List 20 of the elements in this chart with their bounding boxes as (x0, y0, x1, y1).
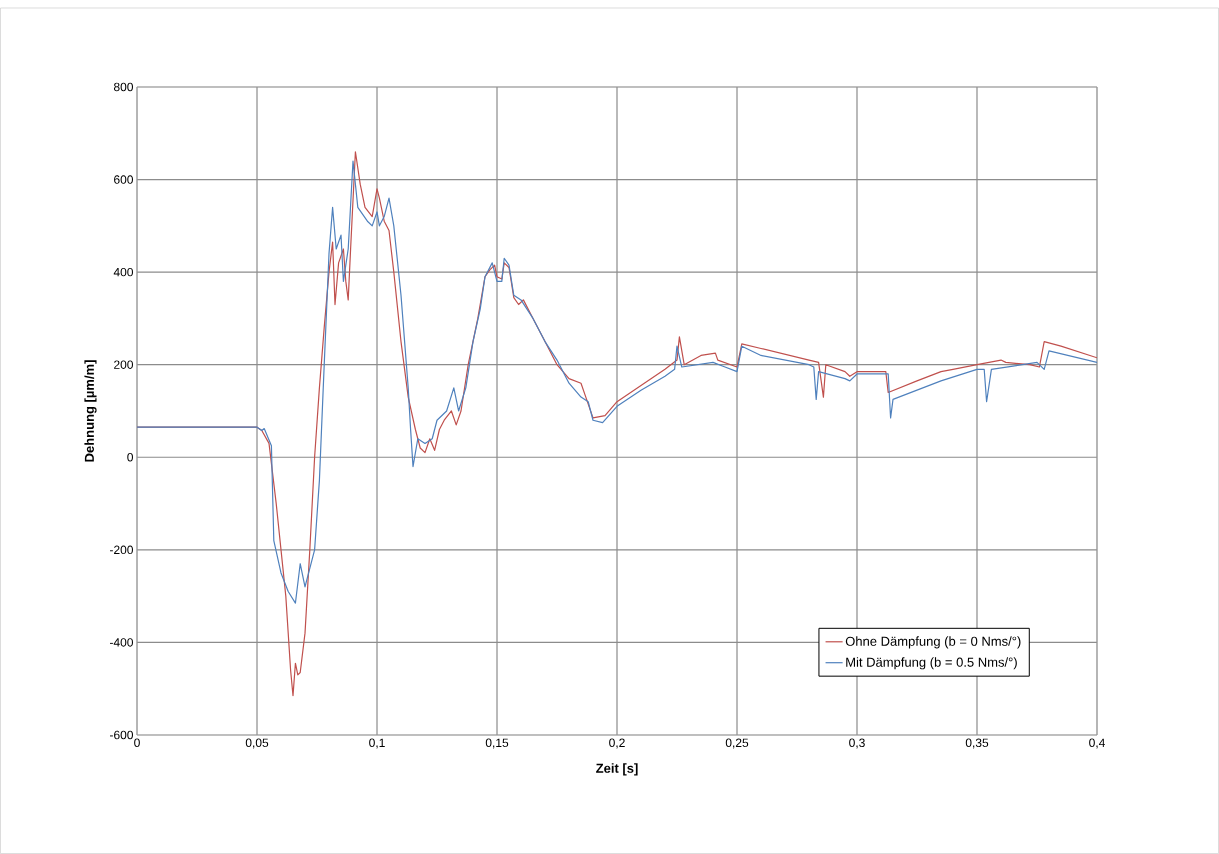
x-tick-label: 0,3 (849, 738, 865, 749)
y-tick-label: 800 (113, 82, 134, 92)
y-tick-label: 400 (113, 267, 134, 277)
y-tick-label: 0 (127, 453, 134, 462)
x-tick-label: 0,35 (965, 738, 989, 749)
legend-label: Ohne Dämpfung (b = 0 Nms/°) (845, 636, 1021, 649)
y-tick-label: -400 (109, 638, 134, 647)
x-tick-label: 0,15 (485, 738, 509, 749)
y-tick-label: -600 (109, 730, 134, 740)
legend-label: Mit Dämpfung (b = 0.5 Nms/°) (846, 657, 1017, 670)
x-tick-label: 0,1 (369, 738, 385, 749)
x-tick-label: 0,4 (1089, 738, 1105, 749)
x-tick-label: 0,25 (725, 738, 749, 749)
y-tick-label: -200 (109, 545, 134, 555)
y-tick-label: 600 (114, 175, 134, 184)
y-tick-label: 200 (114, 360, 134, 369)
y-axis-title: Dehnung [µm/m] (84, 360, 97, 462)
x-tick-label: 0,2 (609, 738, 625, 749)
x-tick-label: 0,05 (245, 738, 269, 749)
x-axis-title: Zeit [s] (596, 763, 638, 776)
